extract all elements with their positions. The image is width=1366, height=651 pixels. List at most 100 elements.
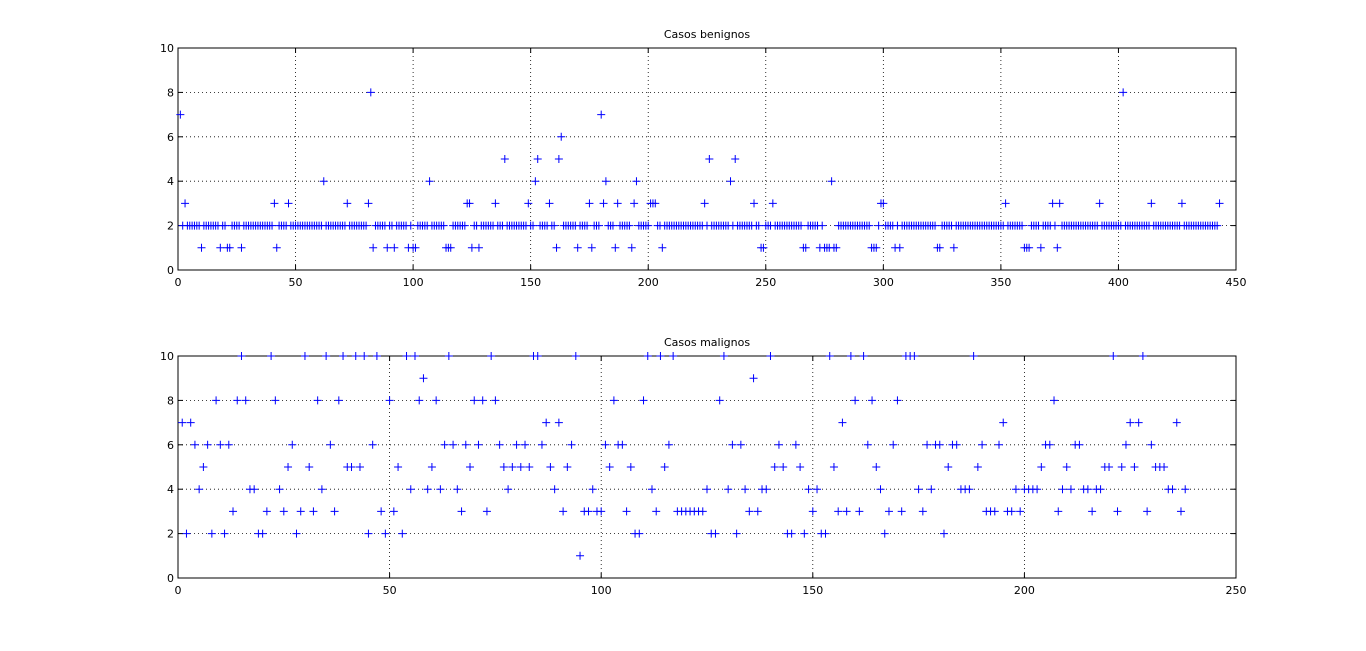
data-point [181,199,190,208]
data-point [1066,485,1075,494]
data-point [557,132,566,141]
data-point [390,243,399,252]
data-point [1045,440,1054,449]
data-point [334,396,343,405]
data-point [432,396,441,405]
data-point [949,243,958,252]
data-point [233,396,242,405]
x-tick-label: 0 [175,276,182,289]
data-point [608,221,617,230]
data-point [487,352,496,360]
data-point [750,199,759,208]
data-point [895,243,904,252]
data-point [584,507,593,516]
data-point [1181,485,1190,494]
data-point [351,352,360,360]
data-point [305,463,314,471]
data-point [250,485,259,494]
data-point [212,396,221,405]
data-point [643,352,652,360]
data-point [381,529,390,538]
x-tick-label: 150 [520,276,541,289]
x-tick-label: 350 [990,276,1011,289]
data-point [319,177,328,186]
data-point [207,529,216,538]
data-point [618,440,627,449]
data-point [829,463,838,471]
data-point [524,199,533,208]
data-point [660,463,669,471]
data-point [893,396,902,405]
data-point [268,221,277,230]
data-point [288,440,297,449]
data-point [554,155,563,163]
data-point [347,463,356,471]
y-tick-label: 2 [167,220,174,233]
data-point [918,507,927,516]
data-point [258,529,267,538]
data-point [203,440,212,449]
data-point [542,418,551,427]
data-point [821,529,830,538]
data-point [627,243,636,252]
y-tick-label: 8 [167,86,174,99]
data-point [559,507,568,516]
data-point [818,221,827,230]
data-point [1053,243,1062,252]
data-point [1025,243,1034,252]
data-point [791,440,800,449]
data-point [605,463,614,471]
data-point [237,352,246,360]
data-point [309,507,318,516]
data-point [1126,418,1135,427]
data-point [1058,485,1067,494]
data-point [178,418,187,427]
data-point [625,221,634,230]
data-point [669,352,678,360]
data-point [935,243,944,252]
data-point [801,243,810,252]
data-point [1172,418,1181,427]
chart-title-malignos: Casos malignos [664,336,750,349]
data-point [931,221,940,230]
y-tick-label: 6 [167,131,174,144]
data-point [855,507,864,516]
data-point [736,440,745,449]
data-point [753,507,762,516]
data-point [1033,485,1042,494]
data-point [658,243,667,252]
data-point [599,199,608,208]
data-point [521,440,530,449]
data-point [1117,463,1126,471]
data-point [1016,507,1025,516]
data-point [573,243,582,252]
data-point [512,440,521,449]
data-point [838,418,847,427]
data-point [995,440,1004,449]
y-tick-label: 2 [167,528,174,541]
data-point [449,440,458,449]
data-point [406,485,415,494]
data-point [398,529,407,538]
data-point [411,243,420,252]
y-tick-label: 0 [167,572,174,585]
data-point [762,485,771,494]
data-point [978,440,987,449]
data-point [1036,243,1045,252]
subplot-malignos: Casos malignos 0 50 100 150 200 250 0 2 4 6 8 10 [160,336,1247,597]
data-point [804,485,813,494]
data-point [537,440,546,449]
data-point [504,485,513,494]
data-point [711,529,720,538]
data-point [703,485,711,494]
data-point [897,507,906,516]
data-point [1062,463,1071,471]
data-point [879,199,888,208]
data-point [284,463,293,471]
y-tick-label: 6 [167,439,174,452]
data-point [1050,396,1059,405]
data-point [588,485,597,494]
data-point [423,485,432,494]
data-point [446,243,455,252]
data-point [1096,485,1105,494]
